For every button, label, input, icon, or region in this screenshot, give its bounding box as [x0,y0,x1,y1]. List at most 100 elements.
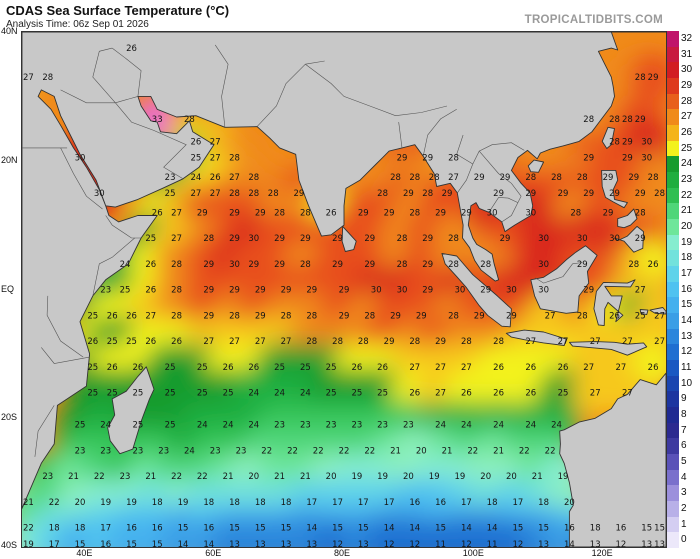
sst-value-label: 26 [326,208,337,218]
sst-value-label: 27 [210,137,221,147]
sst-value-label: 28 [480,260,491,270]
sst-value-label: 27 [622,337,633,347]
sst-value-label: 13 [641,540,652,547]
sst-value-label: 23 [274,421,285,431]
colorbar-label: 22 [681,189,693,201]
colorbar-swatch [667,93,679,110]
sst-value-label: 17 [332,498,343,508]
sst-value-label: 24 [120,260,131,270]
sst-value-label: 28 [229,154,240,164]
sst-value-label: 12 [512,540,523,547]
sst-value-label: 29 [435,208,446,218]
sst-value-label: 12 [461,540,472,547]
sst-value-label: 28 [274,208,285,218]
sst-value-label: 29 [300,234,311,244]
colorbar-swatch [667,266,679,283]
sst-value-label: 17 [49,540,60,547]
sst-value-label: 26 [609,311,620,321]
sst-value-label: 25 [165,389,176,399]
latitude-label: 20N [1,154,18,165]
sst-value-label: 30 [371,286,382,296]
sst-value-label: 15 [75,540,86,547]
sst-value-label: 18 [590,524,601,534]
sst-value-label: 29 [255,286,266,296]
colorbar-label: 25 [681,142,693,154]
sst-value-label: 29 [422,286,433,296]
colorbar-label: 3 [681,487,687,499]
sst-value-label: 19 [558,472,569,482]
sst-value-label: 21 [23,498,34,508]
sst-value-label: 30 [229,260,240,270]
sst-cell [629,53,666,102]
sst-value-label: 29 [248,260,259,270]
sst-value-label: 16 [435,498,446,508]
land-polygon [649,307,666,315]
sst-value-label: 20 [326,472,337,482]
sst-value-label: 23 [100,446,111,456]
sst-value-label: 25 [132,389,143,399]
sst-value-label: 25 [132,421,143,431]
sst-value-label: 29 [197,208,208,218]
sst-value-label: 16 [126,524,137,534]
sst-value-label: 22 [467,446,478,456]
sst-value-label: 29 [203,260,214,270]
sst-value-label: 28 [622,115,633,125]
latitude-label: 20S [1,412,18,423]
colorbar-label: 29 [681,79,693,91]
sst-value-label: 29 [332,260,343,270]
sst-value-label: 14 [409,524,420,534]
sst-value-label: 26 [525,389,536,399]
map-title: CDAS Sea Surface Temperature (°C) [6,3,230,18]
sst-value-label: 29 [558,189,569,199]
sst-value-label: 18 [49,524,60,534]
brand-watermark[interactable]: TROPICALTIDBITS.COM [524,14,663,26]
sst-value-label: 28 [570,208,581,218]
country-border [60,89,138,104]
sst-value-label: 29 [583,154,594,164]
sst-value-label: 28 [358,337,369,347]
country-border [46,295,84,358]
colorbar-label: 21 [681,205,693,217]
sst-value-label: 29 [384,208,395,218]
land-polygon [441,252,512,328]
sst-value-label: 29 [422,260,433,270]
sst-value-label: 25 [107,389,118,399]
sst-value-label: 29 [358,208,369,218]
sst-value-label: 27 [281,337,292,347]
sst-value-label: 19 [23,540,34,547]
sst-value-label: 18 [255,498,266,508]
sst-value-label: 25 [87,389,98,399]
colorbar-swatch [667,407,679,424]
sst-value-label: 25 [165,363,176,373]
sst-value-label: 21 [145,472,156,482]
sst-value-label: 28 [654,189,665,199]
colorbar-swatch [667,328,679,345]
latitude-label: 40S [1,540,18,550]
sst-value-label: 24 [184,446,195,456]
sst-value-label: 27 [229,337,240,347]
sst-value-label: 26 [107,363,118,373]
sst-value-label: 15 [641,524,652,534]
land-polygon [601,169,628,209]
sst-value-label: 26 [152,208,163,218]
land-polygon [617,208,638,229]
sst-value-label: 28 [248,189,259,199]
sst-value-label: 28 [577,311,588,321]
sst-value-label: 26 [87,337,98,347]
sst-value-label: 24 [274,389,285,399]
colorbar-label: 13 [681,330,693,342]
sst-value-label: 28 [448,311,459,321]
sst-value-label: 22 [261,446,272,456]
sst-value-label: 29 [281,286,292,296]
sst-value-label: 26 [525,363,536,373]
sst-value-label: 22 [171,472,182,482]
country-border [535,262,583,284]
sst-value-label: 19 [126,498,137,508]
colorbar-swatch [667,422,679,439]
sst-map[interactable]: 26 27 28 28 29 33 28 28 28 28 29 26 27 28 29 30 30 25 27 28… [21,31,667,548]
sst-value-label: 29 [339,311,350,321]
colorbar-swatch [667,31,679,48]
sst-value-label: 24 [435,421,446,431]
